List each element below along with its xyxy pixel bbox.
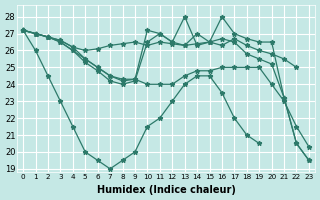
X-axis label: Humidex (Indice chaleur): Humidex (Indice chaleur) [97,185,236,195]
